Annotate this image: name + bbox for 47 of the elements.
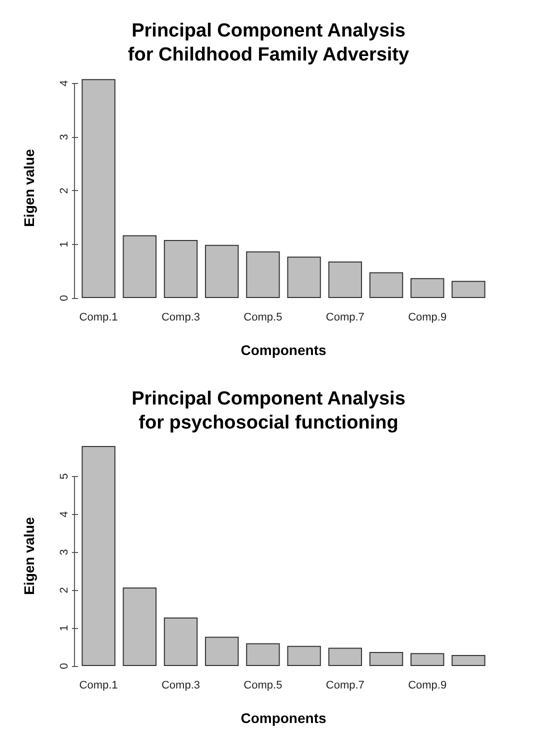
bar	[452, 280, 486, 298]
y-tick-label: 3	[58, 549, 70, 556]
x-tick-label: Comp.5	[244, 312, 282, 324]
y-tick-label: 5	[58, 473, 70, 480]
y-tick-label: 3	[58, 134, 70, 140]
bar	[164, 617, 198, 666]
x-tick-label: Comp.5	[244, 680, 282, 692]
bar	[287, 646, 321, 666]
y-tick-label: 0	[58, 662, 70, 670]
x-tick-label: Comp.3	[161, 312, 200, 324]
bar	[452, 655, 486, 666]
bar	[205, 636, 239, 666]
bar	[82, 446, 116, 666]
chart-title: Principal Component Analysis for psychosocial functioning	[132, 388, 406, 434]
y-tick-label: 1	[58, 241, 70, 248]
x-tick-label: Comp.1	[79, 312, 118, 324]
chart-title: Principal Component Analysis for Childhood Family Adversity	[128, 20, 410, 66]
x-axis-title: Components	[240, 342, 326, 358]
x-tick-label: Comp.7	[326, 312, 364, 324]
x-tick-label: Comp.7	[326, 680, 364, 692]
y-tick-label: 0	[58, 294, 70, 302]
bar	[328, 648, 362, 666]
bar	[410, 278, 444, 298]
bar	[122, 587, 156, 666]
y-axis-title: Eigen value	[21, 516, 37, 595]
y-tick-label: 2	[58, 188, 70, 194]
bar	[328, 262, 362, 298]
bar	[287, 256, 321, 298]
y-tick-label: 2	[58, 587, 70, 594]
bar	[246, 251, 280, 298]
x-tick-label: Comp.3	[161, 680, 200, 692]
bar	[246, 643, 280, 666]
bar	[410, 653, 444, 666]
bar	[122, 235, 156, 298]
y-tick-label: 4	[58, 511, 70, 518]
bar	[82, 79, 116, 298]
bar	[164, 240, 198, 298]
x-tick-label: Comp.1	[79, 680, 118, 692]
x-tick-label: Comp.9	[408, 680, 447, 692]
y-tick-label: 4	[58, 80, 70, 86]
bar	[369, 272, 404, 298]
bar	[205, 244, 239, 298]
y-tick-label: 1	[58, 625, 70, 632]
bar	[369, 652, 404, 666]
x-tick-label: Comp.9	[408, 312, 447, 324]
x-axis-title: Components	[240, 710, 326, 726]
y-axis-title: Eigen value	[21, 148, 37, 227]
